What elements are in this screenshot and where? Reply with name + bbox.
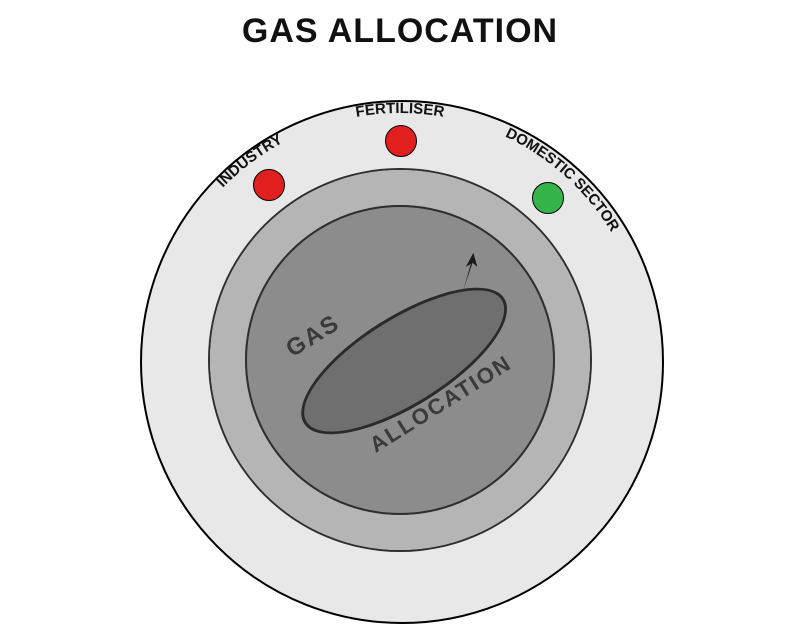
led-domestic	[532, 182, 564, 214]
dial-stage: GAS ALLOCATION INDUSTRYFERTILISERDOMESTI…	[0, 0, 800, 600]
led-industry	[253, 169, 285, 201]
led-fertiliser	[385, 125, 417, 157]
